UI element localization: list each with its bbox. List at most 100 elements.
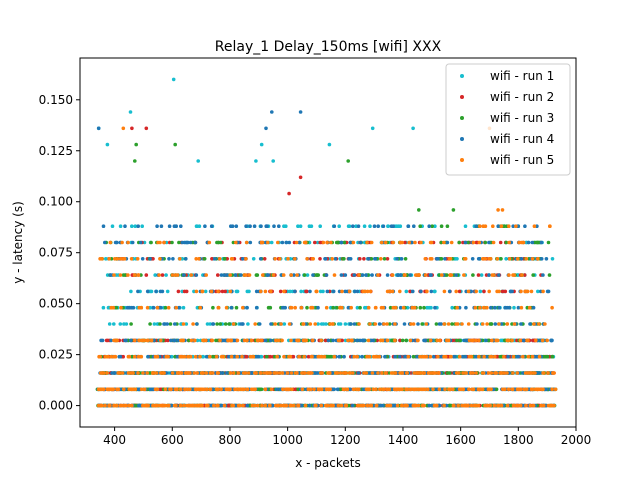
legend-marker-run-3 <box>460 116 464 120</box>
data-point <box>298 110 303 114</box>
data-point <box>346 159 351 163</box>
data-point <box>110 224 115 228</box>
series-5 <box>96 126 558 408</box>
data-point <box>218 338 222 343</box>
data-point <box>454 289 459 294</box>
data-point <box>169 387 173 392</box>
data-point <box>473 338 478 343</box>
data-point <box>146 354 150 359</box>
data-point <box>244 240 249 245</box>
data-point <box>502 354 506 359</box>
data-point <box>113 338 118 343</box>
data-point <box>481 224 486 228</box>
data-point <box>219 403 224 408</box>
data-point <box>169 338 173 343</box>
data-point <box>436 371 441 375</box>
data-point <box>488 403 493 408</box>
data-point <box>135 257 140 261</box>
data-point <box>222 273 227 277</box>
data-point <box>531 273 535 277</box>
data-point <box>207 240 212 245</box>
data-point <box>539 257 544 261</box>
data-point <box>188 387 192 392</box>
data-point <box>352 273 357 277</box>
data-point <box>404 403 408 408</box>
data-point <box>408 273 413 277</box>
data-point <box>319 338 324 343</box>
data-point <box>422 371 427 375</box>
data-point <box>478 305 482 310</box>
data-point <box>344 403 349 408</box>
data-point <box>348 257 353 261</box>
data-point <box>509 403 513 408</box>
data-point <box>128 387 132 392</box>
data-point <box>229 354 234 359</box>
data-point <box>490 338 494 343</box>
data-point <box>295 273 299 277</box>
data-point <box>275 371 280 375</box>
data-point <box>98 257 102 261</box>
data-point <box>130 224 134 228</box>
data-point <box>544 257 549 261</box>
data-point <box>265 273 270 277</box>
data-point <box>412 387 417 392</box>
data-point <box>138 240 143 245</box>
data-point <box>535 387 540 392</box>
data-point <box>496 224 501 228</box>
data-point <box>253 371 257 375</box>
data-point <box>408 338 413 343</box>
data-point <box>183 387 187 392</box>
data-point <box>253 322 257 326</box>
data-point <box>180 354 184 359</box>
data-point <box>336 240 340 245</box>
x-tick-label: 1400 <box>388 433 419 447</box>
data-point <box>356 224 361 228</box>
data-point <box>127 403 131 408</box>
data-point <box>484 338 488 343</box>
data-point <box>132 354 137 359</box>
data-point <box>244 224 248 228</box>
data-point <box>303 338 308 343</box>
data-point <box>118 322 123 326</box>
data-point <box>231 371 236 375</box>
data-point <box>346 305 351 310</box>
data-point <box>200 289 205 294</box>
data-point <box>169 354 174 359</box>
data-point <box>540 338 545 343</box>
data-point <box>255 273 260 277</box>
legend-label-run-3: wifi - run 3 <box>490 111 554 125</box>
data-point <box>466 322 471 326</box>
data-point <box>498 240 503 245</box>
legend-entry: wifi - run 3 <box>460 111 554 125</box>
data-point <box>358 240 363 245</box>
data-point <box>404 338 409 343</box>
data-point <box>524 403 528 408</box>
data-point <box>233 273 238 277</box>
data-point <box>127 354 132 359</box>
data-point <box>140 338 145 343</box>
data-point <box>460 322 464 326</box>
data-point <box>456 403 461 408</box>
data-point <box>269 387 274 392</box>
data-point <box>436 354 440 359</box>
data-point <box>276 403 280 408</box>
data-point <box>158 387 163 392</box>
data-point <box>546 289 551 294</box>
data-point <box>430 224 435 228</box>
data-point <box>286 257 290 261</box>
data-point <box>370 371 375 375</box>
data-point <box>223 322 228 326</box>
data-point <box>426 387 430 392</box>
data-point <box>323 257 328 261</box>
data-point <box>332 224 337 228</box>
data-point <box>485 305 489 310</box>
data-point <box>258 257 263 261</box>
data-point <box>437 273 442 277</box>
legend-marker-run-5 <box>460 158 464 162</box>
data-point <box>497 273 501 277</box>
data-point <box>186 240 190 245</box>
data-point <box>343 322 348 326</box>
data-point <box>521 354 525 359</box>
data-point <box>478 224 482 228</box>
data-point <box>210 354 215 359</box>
